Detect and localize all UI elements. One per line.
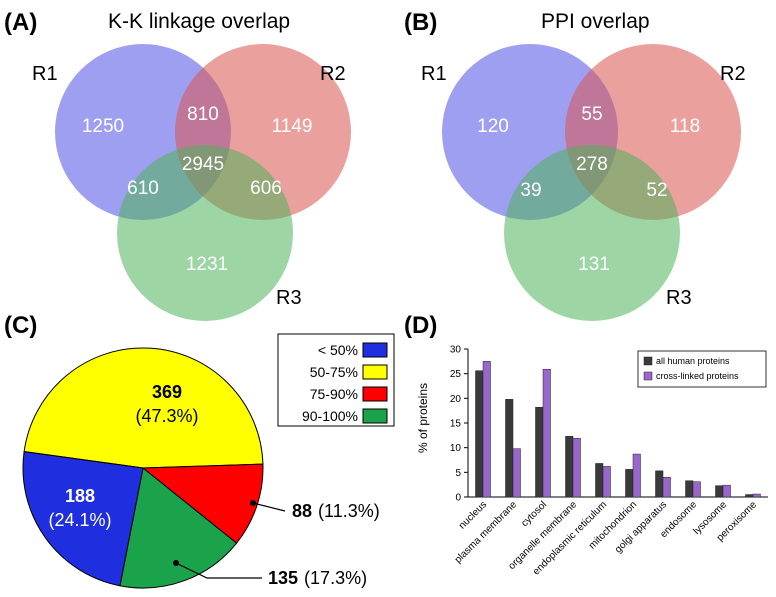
pie-callout-line bbox=[252, 502, 286, 512]
pie-panel-c: (C) 369 (47.3%) 188 (24.1%) 88 (11.3%) 135 (17.… bbox=[4, 312, 395, 589]
bar-all-human bbox=[595, 463, 604, 498]
bar-legend-box bbox=[637, 350, 767, 388]
pie-legend-swatch bbox=[362, 408, 388, 424]
venn-a-title: K-K linkage overlap bbox=[108, 10, 290, 33]
panel-b-label: (B) bbox=[404, 9, 437, 36]
venn-a-count-r2-r3: 606 bbox=[250, 178, 282, 199]
bar-y-tick-label: 25 bbox=[450, 369, 462, 380]
bar-legend-label: cross-linked proteins bbox=[656, 371, 739, 381]
bar-panel-d: (D) % of proteins 0 5 10 15 20 25 30 nucleuspl… bbox=[404, 312, 768, 577]
bar-all-human bbox=[505, 399, 514, 498]
pie-callout-value: 88 bbox=[292, 501, 312, 521]
bar-all-human bbox=[535, 406, 544, 498]
pie-percent-label: (47.3%) bbox=[135, 406, 198, 426]
bar-all-human bbox=[565, 436, 574, 498]
bar-all-human bbox=[745, 494, 754, 498]
venn-b-set-label-r1: R1 bbox=[421, 63, 447, 85]
bar-cross-linked bbox=[512, 448, 521, 498]
pie-slice-50 bbox=[22, 451, 144, 587]
bar-all-human bbox=[475, 370, 484, 498]
bar-all-human bbox=[625, 469, 634, 498]
venn-a-set-label-r1: R1 bbox=[32, 63, 58, 85]
pie-callout-line bbox=[175, 562, 262, 579]
pie-legend-swatch bbox=[362, 386, 388, 402]
bar-all-human bbox=[655, 470, 664, 498]
venn-b-count-r3: 131 bbox=[578, 254, 610, 275]
bar-cross-linked bbox=[692, 481, 701, 498]
venn-panel-b: (B) PPI overlap R1 R2 R3 120 118 131 55 … bbox=[404, 9, 746, 321]
pie-slice-90-100 bbox=[119, 467, 238, 589]
venn-b-count-r1-r3: 39 bbox=[520, 180, 541, 201]
bar-marks bbox=[475, 361, 761, 498]
pie-callout-value: 135 bbox=[268, 568, 298, 588]
venn-b-count-r1: 120 bbox=[477, 116, 509, 137]
venn-b-set-label-r3: R3 bbox=[666, 287, 692, 309]
pie-legend-label: 90-100% bbox=[302, 408, 358, 424]
bar-legend: all human proteins cross-linked proteins bbox=[637, 350, 767, 388]
venn-b-title: PPI overlap bbox=[541, 10, 650, 33]
pie-percent-label: (24.1%) bbox=[48, 510, 111, 530]
bar-cross-linked bbox=[542, 368, 551, 498]
bar-y-tick-label: 30 bbox=[450, 345, 462, 356]
bar-legend-swatch bbox=[643, 371, 653, 381]
venn-b-set-label-r2: R2 bbox=[720, 63, 746, 85]
pie-callout-label: 88 (11.3%) bbox=[292, 501, 380, 521]
panel-a-label: (A) bbox=[4, 9, 37, 36]
bar-all-human bbox=[715, 485, 724, 498]
bar-y-tick-label: 20 bbox=[450, 394, 462, 405]
bar-y-tick-label: 10 bbox=[450, 443, 462, 454]
pie-legend-label: 75-90% bbox=[310, 386, 358, 402]
venn-b-count-r2-r3: 52 bbox=[646, 180, 667, 201]
bar-legend-swatch bbox=[643, 356, 653, 366]
venn-b-count-r2: 118 bbox=[670, 116, 700, 137]
venn-a-count-r1: 1250 bbox=[82, 116, 124, 137]
pie-slices bbox=[22, 347, 264, 589]
bar-cross-linked bbox=[722, 484, 731, 498]
venn-a-set-label-r2: R2 bbox=[320, 63, 346, 85]
pie-value-label: 369 bbox=[152, 382, 182, 402]
pie-slice-75-90 bbox=[141, 463, 264, 544]
pie-labels: 369 (47.3%) 188 (24.1%) 88 (11.3%) 135 (17.3%) bbox=[48, 382, 379, 588]
bar-cross-linked bbox=[662, 477, 671, 498]
venn-panel-a: (A) K-K linkage overlap R1 R2 R3 1250 11… bbox=[4, 9, 351, 321]
pie-callout-label: 135 (17.3%) bbox=[268, 568, 367, 588]
bar-cross-linked bbox=[482, 361, 491, 498]
venn-b-count-all: 278 bbox=[576, 154, 608, 175]
pie-legend: < 50% 50-75% 75-90% 90-100% bbox=[277, 333, 395, 427]
venn-a-count-r3: 1231 bbox=[186, 254, 228, 275]
venn-a-count-r1-r3: 610 bbox=[127, 178, 159, 199]
pie-callout-percent: (17.3%) bbox=[304, 568, 367, 588]
venn-b-circle-r3 bbox=[504, 145, 680, 321]
bar-legend-label: all human proteins bbox=[656, 356, 730, 366]
pie-value-label: 188 bbox=[65, 486, 95, 506]
pie-legend-swatch bbox=[362, 342, 388, 358]
venn-a-count-r2: 1149 bbox=[272, 116, 313, 137]
bar-all-human bbox=[685, 480, 694, 498]
bar-category-label: golgi apparatus bbox=[613, 499, 669, 555]
bar-cross-linked bbox=[752, 493, 761, 498]
pie-legend-label: 50-75% bbox=[310, 364, 358, 380]
venn-a-set-label-r3: R3 bbox=[276, 287, 302, 309]
pie-slice-50-75 bbox=[23, 347, 264, 469]
bar-cross-linked bbox=[572, 438, 581, 498]
panel-d-label: (D) bbox=[404, 312, 437, 339]
venn-b-count-r1-r2: 55 bbox=[581, 104, 602, 125]
venn-a-circle-r3 bbox=[117, 145, 293, 321]
panel-c-label: (C) bbox=[4, 312, 37, 339]
pie-legend-swatch bbox=[362, 364, 388, 380]
bar-y-tick-label: 15 bbox=[450, 419, 462, 430]
pie-legend-label: < 50% bbox=[318, 342, 358, 358]
venn-a-count-all: 2945 bbox=[182, 154, 224, 175]
bar-cross-linked bbox=[632, 453, 641, 498]
bar-y-tick-label: 0 bbox=[455, 493, 461, 504]
bar-y-axis-label: % of proteins bbox=[416, 383, 430, 453]
bar-cross-linked bbox=[602, 466, 611, 498]
venn-a-count-r1-r2: 810 bbox=[187, 104, 219, 125]
pie-callout-percent: (11.3%) bbox=[318, 501, 380, 521]
bar-y-tick-label: 5 bbox=[455, 468, 461, 479]
